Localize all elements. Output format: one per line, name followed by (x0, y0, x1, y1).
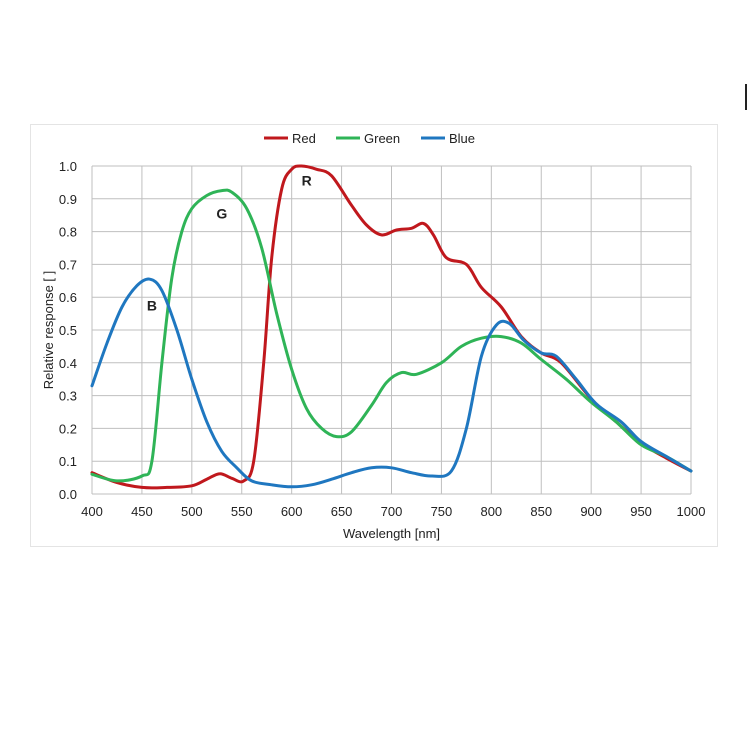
curve-label-green: G (216, 205, 227, 221)
curve-labels: R G B (147, 173, 312, 314)
series-line-green (90, 188, 693, 483)
y-tick-label: 1.0 (59, 159, 77, 174)
y-tick-label: 0.9 (59, 192, 77, 207)
x-tick-label: 650 (331, 504, 353, 519)
x-tick-label: 450 (131, 504, 153, 519)
x-tick-label: 600 (281, 504, 303, 519)
y-tick-label: 0.4 (59, 356, 77, 371)
x-tick-label: 850 (530, 504, 552, 519)
y-tick-label: 0.5 (59, 323, 77, 338)
series-line-blue (90, 277, 693, 489)
x-tick-label: 400 (81, 504, 103, 519)
y-tick-label: 0.0 (59, 487, 77, 502)
x-tick-label: 800 (480, 504, 502, 519)
x-tick-label: 700 (381, 504, 403, 519)
grid (91, 165, 692, 495)
legend-label: Green (364, 131, 400, 146)
y-axis-title: Relative response [ ] (41, 271, 56, 390)
curve-label-red: R (302, 173, 312, 189)
curve-label-blue: B (147, 297, 157, 313)
x-tick-label: 900 (580, 504, 602, 519)
y-tick-label: 0.8 (59, 225, 77, 240)
y-tick-label: 0.6 (59, 290, 77, 305)
legend: Red Green Blue (264, 131, 475, 146)
legend-label: Red (292, 131, 316, 146)
x-tick-label: 500 (181, 504, 203, 519)
x-tick-label: 1000 (677, 504, 706, 519)
tick-labels: 400 450 500 550 600 650 700 750 800 850 900 950 1000… (59, 159, 706, 519)
x-axis-title: Wavelength [nm] (343, 526, 440, 541)
legend-item-red: Red (264, 131, 316, 146)
spectral-response-chart: 400 450 500 550 600 650 700 750 800 850 900 950 1000… (41, 131, 706, 541)
y-tick-label: 0.1 (59, 454, 77, 469)
y-tick-label: 0.3 (59, 389, 77, 404)
legend-item-blue: Blue (421, 131, 475, 146)
chart-frame: 400 450 500 550 600 650 700 750 800 850 900 950 1000… (30, 124, 718, 547)
x-tick-label: 550 (231, 504, 253, 519)
series-lines (90, 164, 693, 490)
legend-item-green: Green (336, 131, 400, 146)
y-tick-label: 0.7 (59, 257, 77, 272)
legend-label: Blue (449, 131, 475, 146)
x-tick-label: 950 (630, 504, 652, 519)
x-tick-label: 750 (431, 504, 453, 519)
edge-mark (745, 84, 747, 110)
y-tick-label: 0.2 (59, 421, 77, 436)
